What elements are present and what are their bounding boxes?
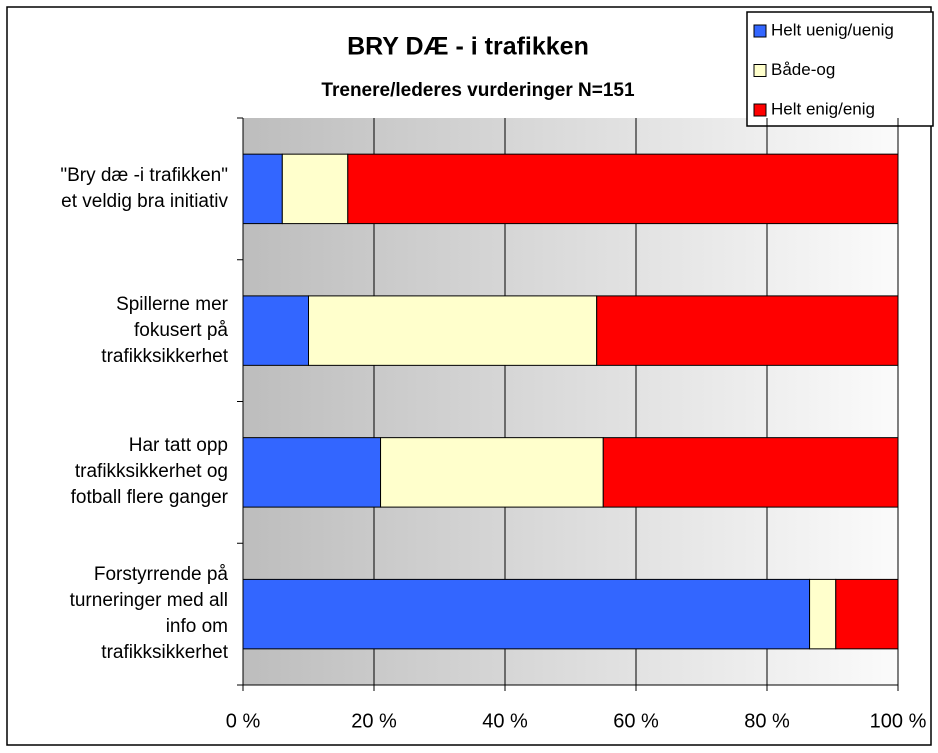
y-tick-label: Spillerne mer fokusert på trafikksikkerh… — [101, 293, 228, 367]
x-tick-label: 0 % — [226, 710, 261, 732]
legend-label: Både-og — [771, 60, 835, 79]
bar-segment — [242, 437, 382, 508]
chart-title: BRY DÆ - i trafikken — [347, 33, 589, 61]
x-tick-label: 20 % — [351, 710, 397, 732]
legend-swatch — [753, 64, 767, 77]
bar-segment — [602, 437, 899, 508]
bar-segment — [242, 295, 309, 366]
legend-label: Helt uenig/uenig — [771, 20, 894, 39]
chart-subtitle: Trenere/lederes vurderinger N=151 — [321, 80, 635, 101]
bar-segment — [242, 153, 283, 225]
bar-segment — [308, 295, 598, 366]
bar-segment — [809, 578, 837, 650]
bar-segment — [380, 437, 604, 508]
bar-segment — [281, 153, 349, 225]
y-tick-label: "Bry dæ -i trafikken" et veldig bra init… — [60, 164, 228, 212]
legend — [746, 11, 934, 127]
legend-swatch — [753, 103, 767, 117]
bar-segment — [347, 153, 899, 225]
bar-segment — [835, 578, 899, 650]
bar-segment — [242, 578, 811, 650]
y-tick-label: Har tatt opp trafikksikkerhet og fotball… — [70, 435, 228, 509]
x-tick-label: 80 % — [744, 710, 790, 732]
x-tick-label: 40 % — [482, 710, 528, 732]
legend-label: Helt enig/enig — [771, 99, 875, 118]
x-tick-label: 60 % — [613, 710, 659, 732]
bar-segment — [596, 295, 899, 366]
y-tick-label: Forstyrrende på turneringer med all info… — [69, 564, 228, 664]
x-tick-label: 100 % — [870, 710, 927, 732]
legend-swatch — [753, 24, 767, 38]
